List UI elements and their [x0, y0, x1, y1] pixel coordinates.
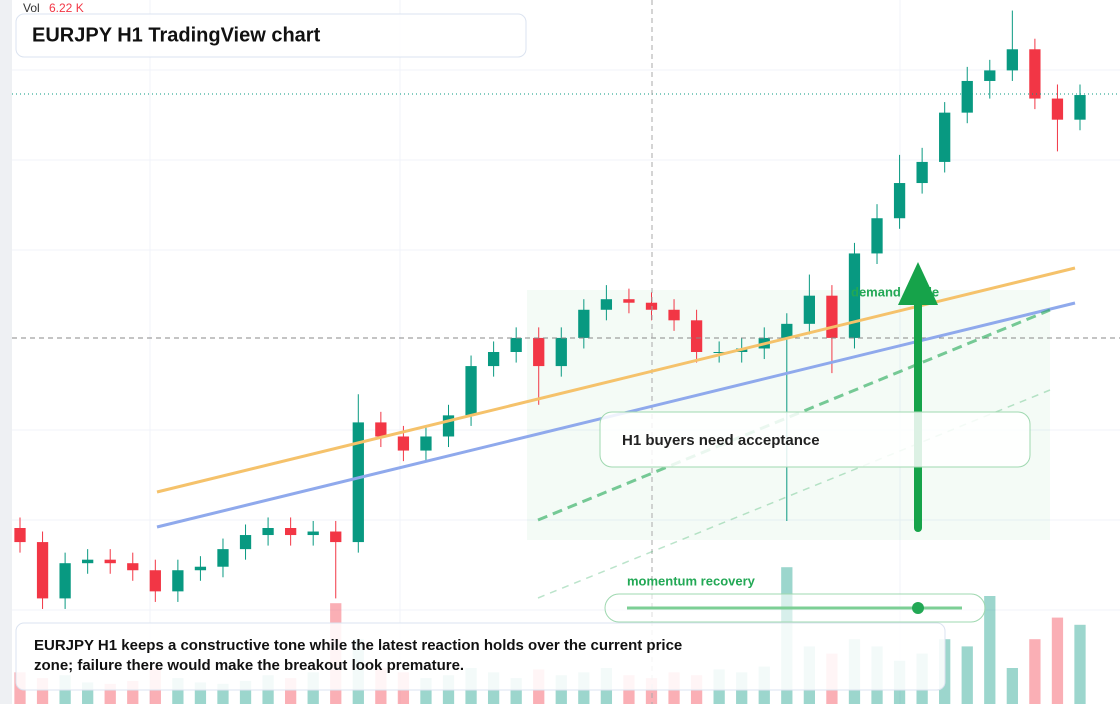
candle-body [578, 309, 590, 338]
candle-body [1006, 49, 1018, 71]
candle-body [645, 302, 658, 310]
candle-body [781, 323, 793, 338]
candle-body [465, 366, 477, 416]
candle-body [510, 337, 522, 352]
candle-body [487, 352, 500, 367]
title-box [15, 13, 527, 58]
candle-body [194, 566, 207, 571]
candle-body [82, 559, 94, 564]
background-grid [12, 0, 1120, 704]
volume-bar [104, 683, 116, 704]
candle-body [803, 295, 815, 324]
candle-body [397, 436, 410, 451]
volume-bar [961, 646, 973, 704]
volume-bar [645, 678, 658, 704]
volume-bar [239, 680, 252, 704]
candle-body [352, 422, 364, 543]
volume-value: 6.22 K [49, 1, 84, 15]
candle-body [442, 415, 455, 437]
candle-body [307, 531, 319, 536]
volume-bar [510, 678, 522, 704]
volume-bar [82, 682, 94, 704]
candle-body [127, 563, 139, 571]
candle-body [14, 528, 26, 543]
candle-body [623, 299, 635, 303]
candle-body [984, 70, 996, 81]
candle-body [172, 570, 184, 592]
volume-bar [194, 682, 207, 704]
candle-body [939, 112, 951, 162]
candle-body [420, 436, 432, 451]
candle-body [375, 422, 387, 437]
volume-bar [420, 678, 432, 704]
volume-bar [172, 678, 184, 704]
annotation-box [599, 411, 1031, 468]
candle-body [555, 337, 567, 367]
candle-body [826, 295, 838, 338]
volume-bar [217, 683, 229, 704]
candle-body [239, 535, 252, 550]
annotation: momentum recovery [627, 573, 756, 588]
volume-bar [984, 596, 996, 704]
caption-holder: EURJPY H1 keeps a constructive tone whil… [34, 637, 683, 674]
candle-body [916, 161, 928, 184]
volume-bar [1051, 617, 1064, 704]
candle-body [262, 528, 274, 536]
candle-body [600, 299, 613, 310]
candle-body [330, 531, 342, 543]
candle-body [533, 337, 545, 367]
candle-body [285, 528, 297, 536]
candle-body [961, 80, 973, 113]
left-strip [0, 0, 12, 704]
candle-body [36, 542, 49, 599]
caption: EURJPY H1 keeps a constructive tone whil… [34, 637, 683, 674]
candle-body [217, 549, 229, 567]
chart-title: EURJPY H1 TradingView chart [32, 24, 321, 46]
volume-bar [127, 680, 139, 704]
volume-bar [1074, 624, 1086, 704]
candle-body [848, 253, 861, 338]
candle-body [713, 352, 725, 353]
candle-body [893, 183, 906, 219]
candle-body [149, 570, 161, 592]
candle-body [104, 559, 116, 564]
candle-body [690, 320, 703, 352]
candle-body [1074, 95, 1086, 120]
volume-bar [285, 678, 297, 704]
candle-body [668, 309, 680, 321]
caption-box [15, 622, 946, 691]
annotation: H1 buyers need acceptance [622, 432, 820, 449]
candle-body [871, 218, 883, 254]
momentum-knob [912, 602, 924, 614]
arrow-head [898, 262, 938, 305]
candle-body [59, 563, 71, 599]
volume-bar [1029, 639, 1041, 704]
candle-body [1029, 49, 1041, 99]
volume-label: Vol [23, 1, 40, 15]
volume-bar [1006, 668, 1018, 704]
volume-bar [36, 678, 49, 704]
candle-body [1051, 98, 1064, 120]
